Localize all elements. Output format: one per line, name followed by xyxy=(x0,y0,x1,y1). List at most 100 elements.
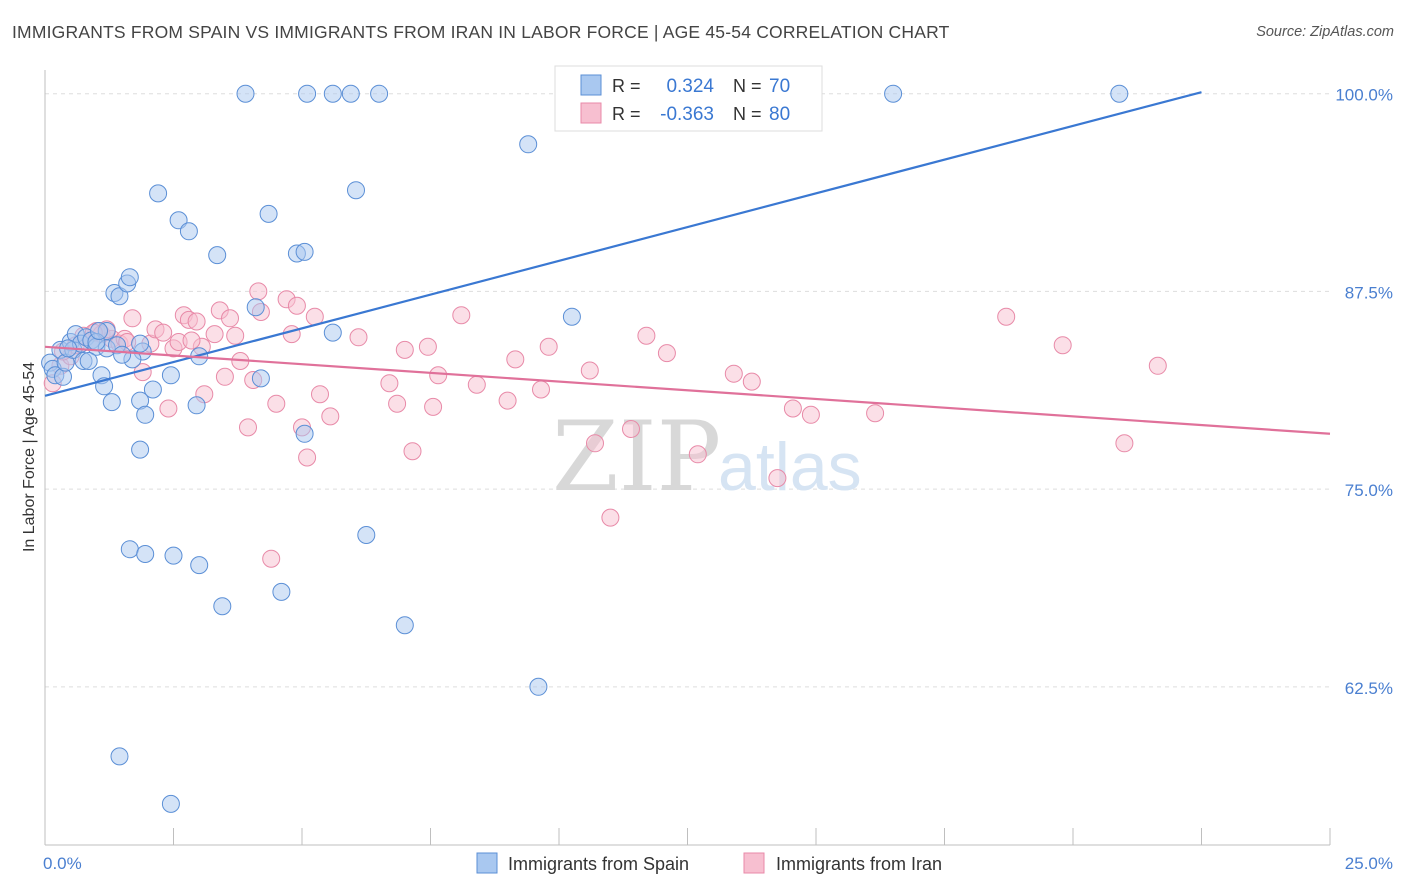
iran-point xyxy=(282,325,301,344)
y-tick-label: 87.5% xyxy=(1345,283,1393,302)
y-tick-label: 75.0% xyxy=(1345,481,1393,500)
spain-point xyxy=(161,794,180,813)
spain-point xyxy=(120,268,139,287)
chart-title: IMMIGRANTS FROM SPAIN VS IMMIGRANTS FROM… xyxy=(12,22,950,42)
spain-point xyxy=(187,396,206,415)
iran-point xyxy=(349,328,368,347)
iran-legend-swatch xyxy=(580,102,602,124)
iran-series-swatch[interactable] xyxy=(743,852,765,874)
spain-point xyxy=(323,84,342,103)
spain-point xyxy=(529,677,548,696)
spain-point xyxy=(143,380,162,399)
spain-point xyxy=(120,540,139,559)
iran-point xyxy=(1148,356,1167,375)
iran-point xyxy=(866,404,885,423)
spain-point xyxy=(102,393,121,412)
spain-point xyxy=(246,298,265,317)
iran-point xyxy=(262,549,281,568)
iran-r-label: R = xyxy=(612,104,641,124)
spain-point xyxy=(272,582,291,601)
iran-point xyxy=(205,325,224,344)
spain-point xyxy=(259,204,278,223)
x-max-label: 25.0% xyxy=(1345,854,1393,873)
spain-point xyxy=(113,345,132,364)
spain-point xyxy=(341,84,360,103)
iran-point xyxy=(539,337,558,356)
spain-point xyxy=(90,322,108,340)
spain-series-label[interactable]: Immigrants from Spain xyxy=(508,854,689,874)
trend-lines xyxy=(44,91,1331,435)
stats-legend: R = 0.324 N = 70 R = -0.363 N = 80 xyxy=(554,65,823,132)
iran-point xyxy=(267,394,286,413)
iran-point xyxy=(159,399,178,418)
iran-point xyxy=(467,375,486,394)
spain-point xyxy=(519,135,538,154)
spain-trend-line xyxy=(44,91,1202,397)
spain-point xyxy=(169,211,188,230)
iran-point xyxy=(380,374,399,393)
spain-point xyxy=(79,352,98,370)
spain-point xyxy=(149,184,168,203)
watermark-atlas: atlas xyxy=(718,429,862,505)
y-tick-label: 100.0% xyxy=(1335,86,1393,105)
spain-n-value: 70 xyxy=(769,76,790,97)
y-axis-title: In Labor Force | Age 45-54 xyxy=(21,362,38,552)
spain-point xyxy=(161,366,180,385)
spain-point xyxy=(131,440,150,459)
iran-point xyxy=(395,340,414,359)
iran-point xyxy=(1115,434,1134,453)
series-legend: Immigrants from Spain Immigrants from Ir… xyxy=(476,852,942,874)
iran-trend-line xyxy=(44,345,1331,435)
iran-point xyxy=(388,394,407,413)
iran-point xyxy=(403,442,422,461)
spain-point xyxy=(213,597,232,616)
spain-point xyxy=(136,545,155,563)
iran-point xyxy=(424,397,443,416)
iran-point xyxy=(498,391,517,410)
iran-point xyxy=(768,469,787,488)
spain-point xyxy=(136,405,155,424)
iran-r-value: -0.363 xyxy=(660,104,714,125)
iran-point xyxy=(154,323,173,342)
spain-point xyxy=(164,546,183,565)
iran-point xyxy=(123,309,142,328)
iran-point xyxy=(298,448,317,467)
spain-r-value: 0.324 xyxy=(666,76,714,97)
iran-point xyxy=(1053,336,1072,355)
spain-point xyxy=(370,84,389,103)
spain-point xyxy=(1110,84,1129,103)
iran-point xyxy=(724,364,743,383)
iran-point xyxy=(637,326,656,345)
y-tick-labels: 100.0% 87.5% 75.0% 62.5% xyxy=(1335,86,1393,698)
iran-n-label: N = xyxy=(733,104,762,124)
spain-point xyxy=(295,242,314,261)
spain-point xyxy=(562,307,581,326)
iran-series-label[interactable]: Immigrants from Iran xyxy=(776,854,942,874)
iran-point xyxy=(601,508,620,527)
spain-r-label: R = xyxy=(612,76,641,96)
iran-point xyxy=(801,405,820,424)
spain-point xyxy=(251,369,270,388)
spain-point xyxy=(110,747,129,766)
iran-point xyxy=(586,434,604,453)
iran-point xyxy=(187,312,206,331)
spain-points xyxy=(41,84,1129,813)
spain-point xyxy=(236,84,255,103)
spain-point xyxy=(190,556,209,575)
source-label: Source: ZipAtlas.com xyxy=(1256,24,1394,40)
iran-point xyxy=(215,367,234,386)
spain-point xyxy=(357,526,376,544)
iran-point xyxy=(688,445,707,464)
x-ticks xyxy=(44,828,1331,845)
iran-point xyxy=(783,399,802,418)
iran-point xyxy=(506,350,525,369)
spain-point xyxy=(323,323,342,342)
iran-point xyxy=(452,306,471,325)
spain-point xyxy=(347,181,365,200)
x-min-label: 0.0% xyxy=(43,854,82,873)
spain-series-swatch[interactable] xyxy=(476,852,498,874)
y-tick-label: 62.5% xyxy=(1345,679,1393,698)
spain-point xyxy=(395,616,414,635)
iran-point xyxy=(418,337,437,356)
